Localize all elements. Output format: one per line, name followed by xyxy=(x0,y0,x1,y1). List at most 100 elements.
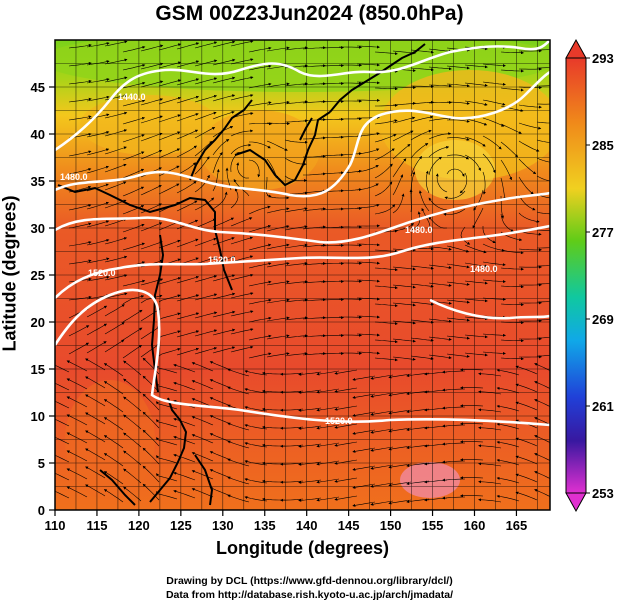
streamline xyxy=(298,407,322,412)
streamline xyxy=(374,181,393,197)
x-tick-label: 125 xyxy=(170,518,192,533)
streamline xyxy=(374,133,397,143)
streamline xyxy=(194,174,210,193)
streamline xyxy=(500,51,524,55)
streamline xyxy=(446,83,470,88)
streamline xyxy=(122,295,145,305)
streamline xyxy=(68,61,92,67)
streamline xyxy=(356,351,380,355)
field-patches xyxy=(55,40,550,500)
streamline xyxy=(464,262,488,268)
streamline xyxy=(374,119,398,125)
streamline xyxy=(68,79,92,85)
streamline xyxy=(446,353,470,358)
streamline xyxy=(339,279,362,283)
streamline xyxy=(85,448,106,461)
streamline xyxy=(482,135,502,150)
streamline xyxy=(194,59,218,67)
streamline xyxy=(176,162,197,176)
streamline xyxy=(212,346,236,354)
streamline xyxy=(536,139,550,143)
streamline xyxy=(212,191,228,210)
colorbar-label: 293 xyxy=(592,51,614,66)
colorbar-top-arrow xyxy=(565,38,587,59)
streamline xyxy=(140,222,163,232)
x-tick-label: 110 xyxy=(45,518,66,533)
streamline xyxy=(320,280,344,283)
streamline xyxy=(266,194,290,200)
streamline xyxy=(478,462,502,467)
streamline xyxy=(68,150,92,157)
streamline xyxy=(66,360,88,372)
streamline xyxy=(464,352,488,357)
streamline xyxy=(266,316,290,322)
streamline xyxy=(428,48,452,53)
streamline xyxy=(284,334,308,339)
streamline xyxy=(392,86,416,90)
streamline xyxy=(212,111,235,120)
streamline xyxy=(356,183,379,191)
streamline xyxy=(104,304,125,317)
graticule xyxy=(54,39,550,511)
streamline xyxy=(284,207,308,213)
streamline xyxy=(85,412,106,425)
streamline xyxy=(482,243,505,252)
streamline xyxy=(248,262,272,269)
streamline xyxy=(428,156,442,176)
streamline xyxy=(122,63,146,71)
streamline xyxy=(230,188,239,209)
colorbar-label: 261 xyxy=(592,399,614,414)
streamline xyxy=(536,157,550,163)
streamline xyxy=(478,372,502,377)
streamline xyxy=(158,330,181,339)
streamline xyxy=(104,255,128,263)
streamline xyxy=(236,162,250,179)
streamline xyxy=(392,158,407,178)
streamline xyxy=(104,274,128,281)
streamline xyxy=(140,326,161,340)
streamline xyxy=(86,165,109,174)
colorbar-label: 269 xyxy=(592,312,614,327)
streamline xyxy=(320,82,344,85)
streamline xyxy=(103,381,124,395)
streamline xyxy=(428,216,448,229)
streamline xyxy=(194,127,216,139)
streamline xyxy=(212,255,236,264)
x-tick-label: 140 xyxy=(296,518,318,533)
streamline xyxy=(176,238,199,248)
contour-label: 1520.0 xyxy=(208,255,236,265)
streamline xyxy=(482,279,506,284)
x-tick-label: 165 xyxy=(506,518,528,533)
streamline xyxy=(302,118,326,122)
streamline xyxy=(140,115,163,124)
x-axis: 110 115 120 125 130 135 140 145 150 155 160 165 xyxy=(45,510,528,533)
streamline xyxy=(104,76,128,83)
streamline xyxy=(158,183,180,195)
streamline xyxy=(158,114,181,123)
streamline xyxy=(227,440,250,449)
streamline xyxy=(374,87,398,91)
streamline xyxy=(122,344,142,359)
streamline xyxy=(66,486,88,498)
streamline xyxy=(227,458,250,467)
streamline xyxy=(158,277,182,285)
streamline xyxy=(392,130,414,142)
streamline xyxy=(316,424,340,430)
streamline xyxy=(194,156,210,175)
streamline xyxy=(55,454,70,463)
streamline xyxy=(302,189,326,194)
streamline xyxy=(356,45,380,49)
streamline xyxy=(374,339,398,344)
y-tick-label: 30 xyxy=(31,221,45,236)
streamline xyxy=(534,489,550,497)
streamline xyxy=(410,301,434,306)
streamline xyxy=(155,365,178,374)
streamline xyxy=(140,149,163,160)
streamline xyxy=(122,116,146,125)
streamline xyxy=(122,168,145,179)
streamline xyxy=(158,131,181,141)
streamline xyxy=(158,43,182,51)
streamline xyxy=(374,163,393,179)
streamline xyxy=(482,333,506,337)
